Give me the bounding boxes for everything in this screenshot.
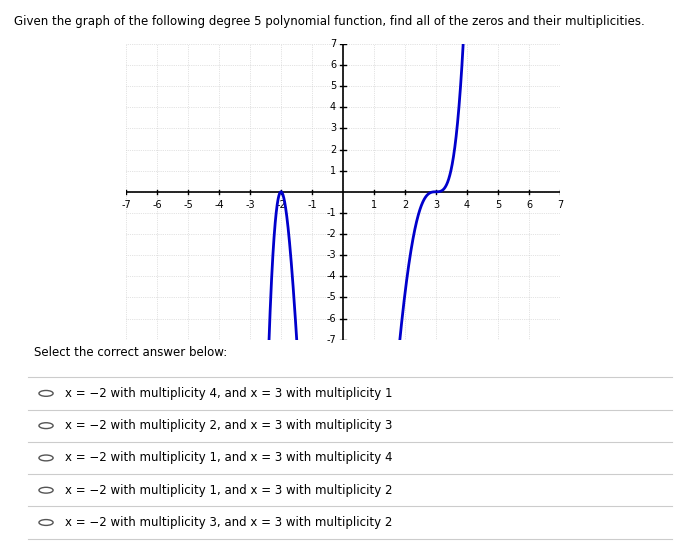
- Text: -2: -2: [276, 200, 286, 210]
- Text: 4: 4: [464, 200, 470, 210]
- Text: 3: 3: [330, 123, 336, 133]
- Text: 5: 5: [330, 81, 336, 91]
- Text: -2: -2: [326, 229, 336, 239]
- Text: -6: -6: [327, 313, 336, 324]
- Text: -4: -4: [327, 271, 336, 281]
- Text: x = −2 with multiplicity 1, and x = 3 with multiplicity 2: x = −2 with multiplicity 1, and x = 3 wi…: [65, 484, 393, 496]
- Text: -4: -4: [214, 200, 224, 210]
- Text: 5: 5: [495, 200, 501, 210]
- Text: -1: -1: [307, 200, 317, 210]
- Text: Given the graph of the following degree 5 polynomial function, find all of the z: Given the graph of the following degree …: [14, 15, 645, 28]
- Text: -1: -1: [327, 208, 336, 218]
- Text: 6: 6: [526, 200, 532, 210]
- Text: -6: -6: [152, 200, 162, 210]
- Text: 3: 3: [433, 200, 439, 210]
- Text: 2: 2: [330, 145, 336, 155]
- Text: 7: 7: [557, 200, 563, 210]
- Text: 1: 1: [330, 165, 336, 176]
- Text: -7: -7: [121, 200, 131, 210]
- Text: x = −2 with multiplicity 4, and x = 3 with multiplicity 1: x = −2 with multiplicity 4, and x = 3 wi…: [65, 387, 393, 400]
- Text: -7: -7: [326, 335, 336, 345]
- Text: -3: -3: [327, 250, 336, 260]
- Text: -3: -3: [245, 200, 255, 210]
- Text: Select the correct answer below:: Select the correct answer below:: [34, 346, 228, 359]
- Text: 1: 1: [371, 200, 377, 210]
- Text: -5: -5: [183, 200, 193, 210]
- Text: x = −2 with multiplicity 3, and x = 3 with multiplicity 2: x = −2 with multiplicity 3, and x = 3 wi…: [65, 516, 393, 529]
- Text: 7: 7: [330, 39, 336, 49]
- Text: x = −2 with multiplicity 1, and x = 3 with multiplicity 4: x = −2 with multiplicity 1, and x = 3 wi…: [65, 452, 393, 465]
- Text: -5: -5: [326, 293, 336, 302]
- Text: 6: 6: [330, 60, 336, 70]
- Text: 2: 2: [402, 200, 408, 210]
- Text: 4: 4: [330, 102, 336, 112]
- Text: x = −2 with multiplicity 2, and x = 3 with multiplicity 3: x = −2 with multiplicity 2, and x = 3 wi…: [65, 419, 393, 432]
